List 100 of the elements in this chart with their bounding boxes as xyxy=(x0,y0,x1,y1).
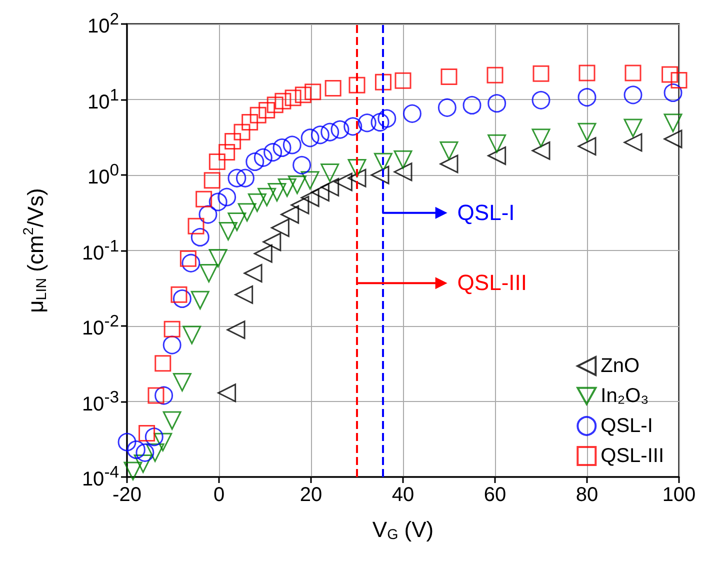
point xyxy=(234,124,250,140)
point xyxy=(200,264,218,282)
y-tick-label: 10$^{0}$ xyxy=(87,160,119,188)
point xyxy=(134,454,152,473)
point xyxy=(578,64,596,82)
point xyxy=(310,126,330,144)
point xyxy=(258,102,276,119)
point xyxy=(348,168,366,188)
point xyxy=(118,432,136,452)
point xyxy=(462,96,482,114)
point xyxy=(334,172,352,192)
point xyxy=(270,218,290,238)
point xyxy=(124,462,142,480)
point xyxy=(144,428,164,446)
point xyxy=(488,146,506,165)
point xyxy=(670,72,688,88)
point xyxy=(126,440,146,459)
point xyxy=(236,168,254,188)
point xyxy=(300,171,320,190)
point xyxy=(162,336,182,354)
point xyxy=(208,248,228,268)
x-tick-label: 0 xyxy=(213,484,225,506)
y-tick-label: 10$^{2}$ xyxy=(87,10,119,38)
point xyxy=(304,84,322,100)
point xyxy=(170,286,188,303)
point xyxy=(486,66,504,84)
point xyxy=(228,212,246,232)
point xyxy=(624,118,642,138)
point xyxy=(154,432,172,452)
point xyxy=(310,183,330,202)
point xyxy=(488,94,506,113)
point xyxy=(180,250,196,267)
legend-label: ZnO xyxy=(600,355,640,377)
point xyxy=(358,114,376,132)
point xyxy=(578,137,596,156)
point xyxy=(138,424,156,442)
point xyxy=(244,264,262,282)
point xyxy=(234,285,254,304)
point xyxy=(136,443,154,462)
point xyxy=(288,176,306,194)
point xyxy=(662,66,678,83)
point xyxy=(208,153,226,170)
y-tick-label: 10$^{-3}$ xyxy=(82,387,119,415)
point xyxy=(374,74,392,90)
point xyxy=(146,443,164,462)
point xyxy=(164,320,180,338)
annotation: QSL-III xyxy=(457,270,527,296)
point xyxy=(196,190,212,208)
point xyxy=(190,228,210,246)
point xyxy=(664,114,682,132)
y-axis-title: μLIN (cm2/Vs) xyxy=(20,188,50,313)
point xyxy=(488,134,506,153)
legend-label: In₂O₃ xyxy=(600,385,649,407)
point xyxy=(348,158,366,178)
point xyxy=(246,152,264,171)
point xyxy=(320,164,340,182)
point xyxy=(266,96,284,114)
point xyxy=(204,172,220,189)
point xyxy=(292,156,312,174)
point xyxy=(228,168,246,188)
point xyxy=(278,178,296,197)
point xyxy=(370,166,390,184)
point xyxy=(440,68,458,86)
point xyxy=(238,203,256,222)
point xyxy=(272,138,292,157)
point xyxy=(268,183,286,202)
point xyxy=(532,90,550,110)
point xyxy=(190,290,210,310)
point xyxy=(154,386,174,405)
y-tick-label: 10$^{-1}$ xyxy=(82,236,119,264)
point xyxy=(154,355,172,372)
point xyxy=(208,192,228,212)
point xyxy=(578,122,596,142)
point xyxy=(320,178,340,196)
point xyxy=(344,117,362,136)
point xyxy=(664,130,682,148)
point xyxy=(274,92,292,110)
point xyxy=(264,143,282,162)
point xyxy=(280,205,300,224)
point xyxy=(182,326,202,344)
point xyxy=(374,152,392,172)
legend-label: QSL-I xyxy=(600,415,653,437)
point xyxy=(532,141,550,160)
legend-label: QSL-III xyxy=(600,445,664,467)
point xyxy=(394,150,412,169)
point xyxy=(394,162,412,182)
point xyxy=(578,88,596,107)
point xyxy=(290,196,310,214)
x-tick-label: 20 xyxy=(300,484,322,506)
point xyxy=(218,188,236,206)
x-tick-label: 80 xyxy=(576,484,598,506)
point xyxy=(320,122,340,142)
point xyxy=(218,144,236,161)
point xyxy=(330,120,350,139)
point xyxy=(532,65,550,82)
point xyxy=(348,76,366,94)
point xyxy=(218,222,238,240)
x-tick-label: 60 xyxy=(484,484,506,506)
y-tick-label: 10$^{1}$ xyxy=(87,85,119,113)
y-tick-label: 10$^{-2}$ xyxy=(82,312,119,340)
